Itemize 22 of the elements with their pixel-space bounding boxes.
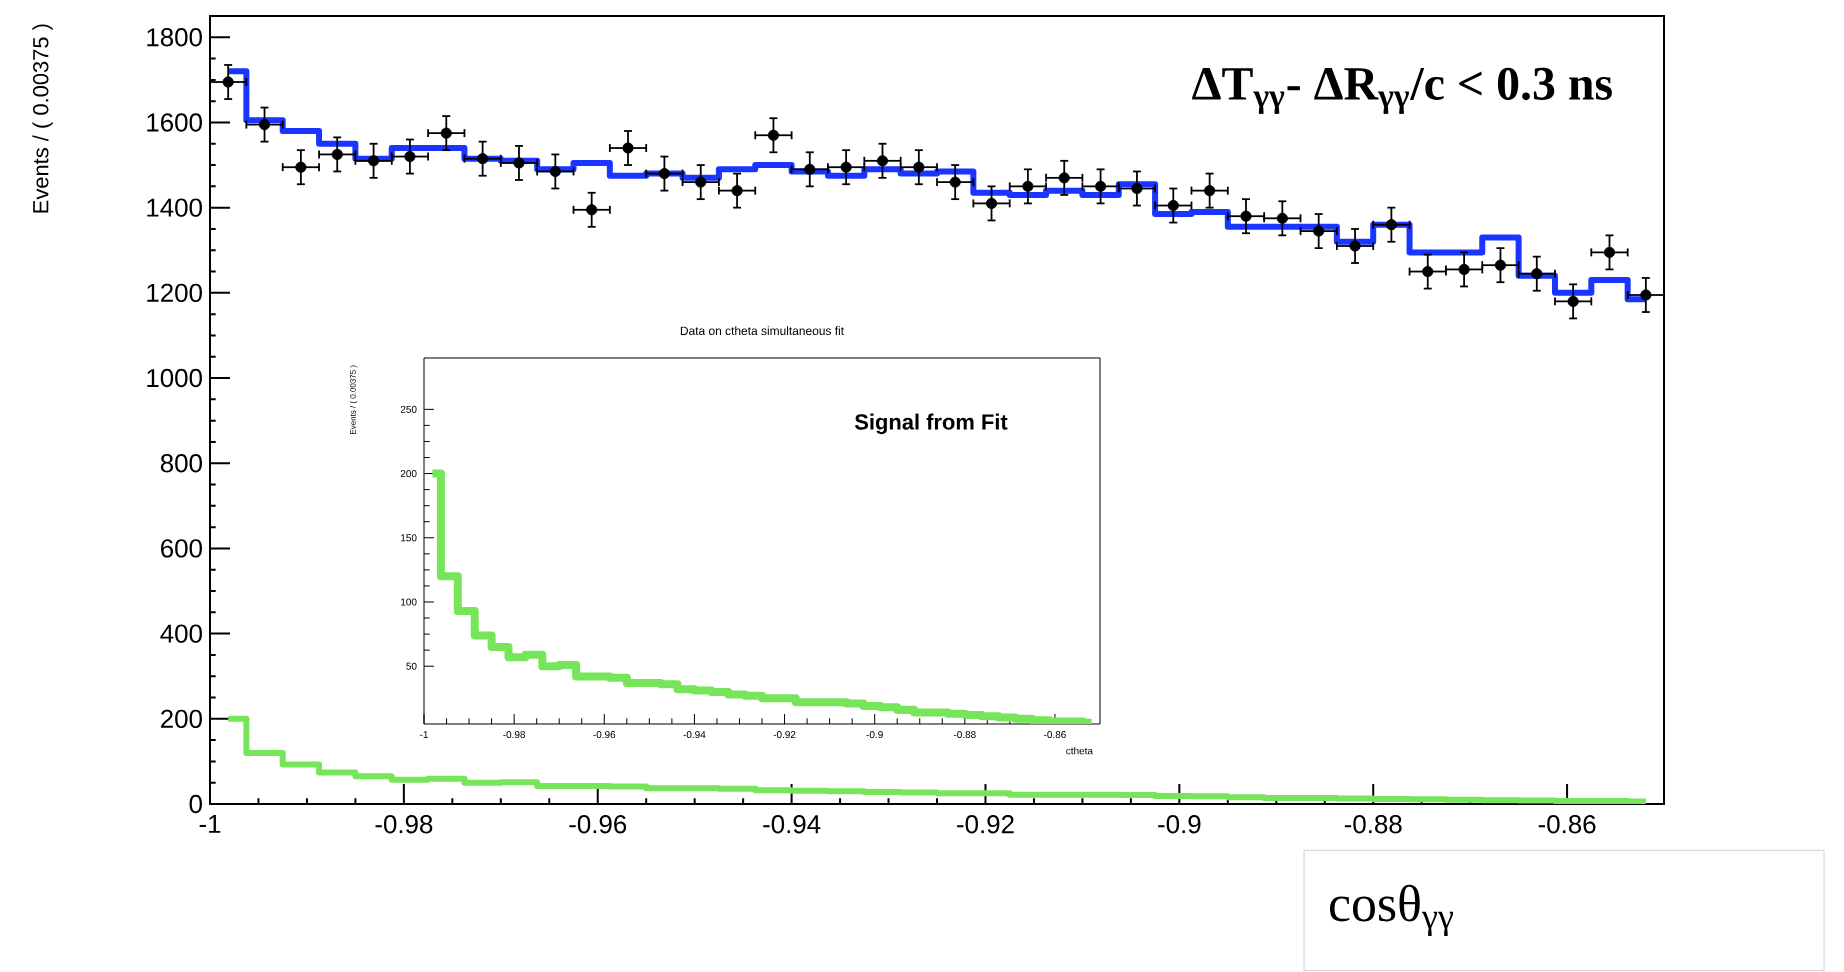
- x-tick-label: -0.94: [763, 815, 821, 834]
- x-tick-label: -0.88: [1344, 815, 1402, 834]
- y-tick-label: 1800: [147, 28, 202, 47]
- y-tick-label: 1000: [147, 368, 202, 388]
- x-tick-label: -0.96: [569, 815, 627, 834]
- x-tick-label: -0.86: [1538, 815, 1596, 834]
- annotation: ΔT$_{γγ}$- ΔR$_{γγ}$/c < 0.3 ns: [1192, 67, 1612, 115]
- x-tick-label: -0.92: [957, 815, 1014, 834]
- y-axis-title: Events / ( 0.00375 ): [32, 24, 53, 213]
- annotation: Signal from Fit: [854, 413, 1008, 435]
- y-tick-label: 800: [160, 454, 202, 473]
- x-tick-label: -1: [199, 815, 221, 833]
- y-tick-label: 1400: [147, 198, 202, 217]
- y-tick-label: 0: [189, 794, 202, 814]
- y-tick-label: 1200: [147, 283, 202, 303]
- x-axis-title: cosθ$_{γγ}$: [1329, 884, 1454, 937]
- y-tick-label: 200: [161, 709, 202, 728]
- y-tick-label: 1600: [147, 113, 202, 132]
- x-tick-label: -0.98: [375, 815, 433, 834]
- y-tick-label: 400: [160, 624, 202, 643]
- x-tick-label: -0.9: [1158, 815, 1201, 834]
- y-tick-label: 600: [161, 539, 202, 558]
